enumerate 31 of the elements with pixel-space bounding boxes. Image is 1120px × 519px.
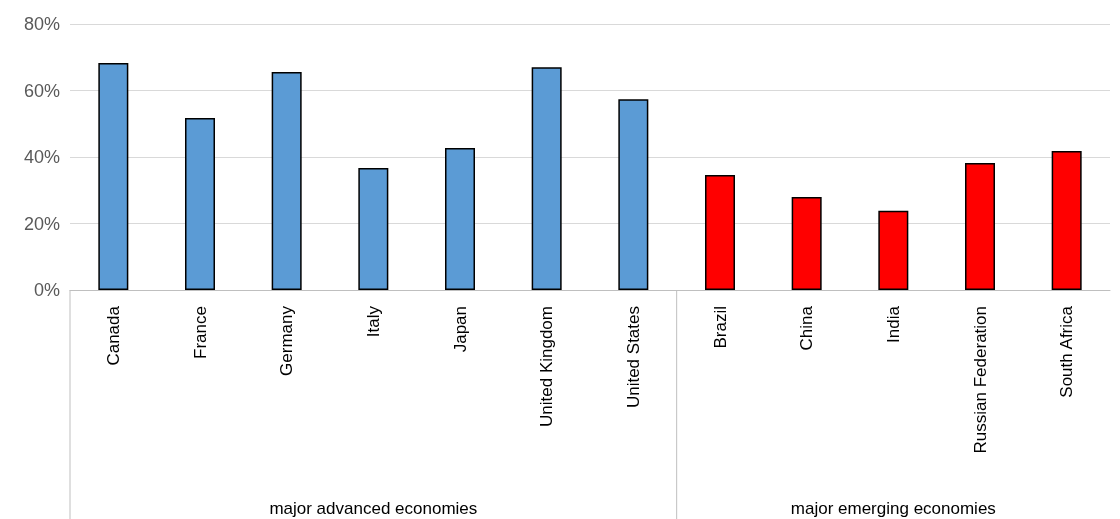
x-tick-label: Russian Federation xyxy=(970,306,990,454)
x-tick-label: France xyxy=(190,306,210,359)
bar xyxy=(185,118,215,290)
bar xyxy=(98,62,129,290)
x-tick-label: Germany xyxy=(277,305,297,376)
bar xyxy=(791,196,822,290)
y-tick-label: 60% xyxy=(23,80,60,101)
y-tick-label: 80% xyxy=(23,14,60,34)
bar xyxy=(445,148,475,290)
x-tick-label: Italy xyxy=(363,305,383,338)
y-tick-label: 40% xyxy=(23,147,60,167)
y-tick-label: 0% xyxy=(33,280,60,300)
bar xyxy=(531,67,562,290)
x-tick-label: Canada xyxy=(103,305,123,366)
bar xyxy=(1051,151,1082,290)
x-tick-label: Japan xyxy=(450,306,470,353)
y-tick-label: 20% xyxy=(23,213,60,234)
bar xyxy=(618,99,649,290)
text: major advanced economies xyxy=(269,498,478,518)
x-tick-label: United States xyxy=(623,306,643,409)
x-tick-label: India xyxy=(883,305,903,343)
x-tick-label: Brazil xyxy=(710,306,730,349)
x-tick-label: China xyxy=(797,305,817,351)
bar xyxy=(965,162,995,290)
x-tick-label: United Kingdom xyxy=(537,306,557,427)
bar xyxy=(705,174,735,290)
bar xyxy=(878,210,909,290)
bar xyxy=(271,71,302,290)
text: major emerging economies xyxy=(790,498,996,518)
x-tick-label: South Africa xyxy=(1057,305,1077,398)
bar xyxy=(358,167,389,290)
